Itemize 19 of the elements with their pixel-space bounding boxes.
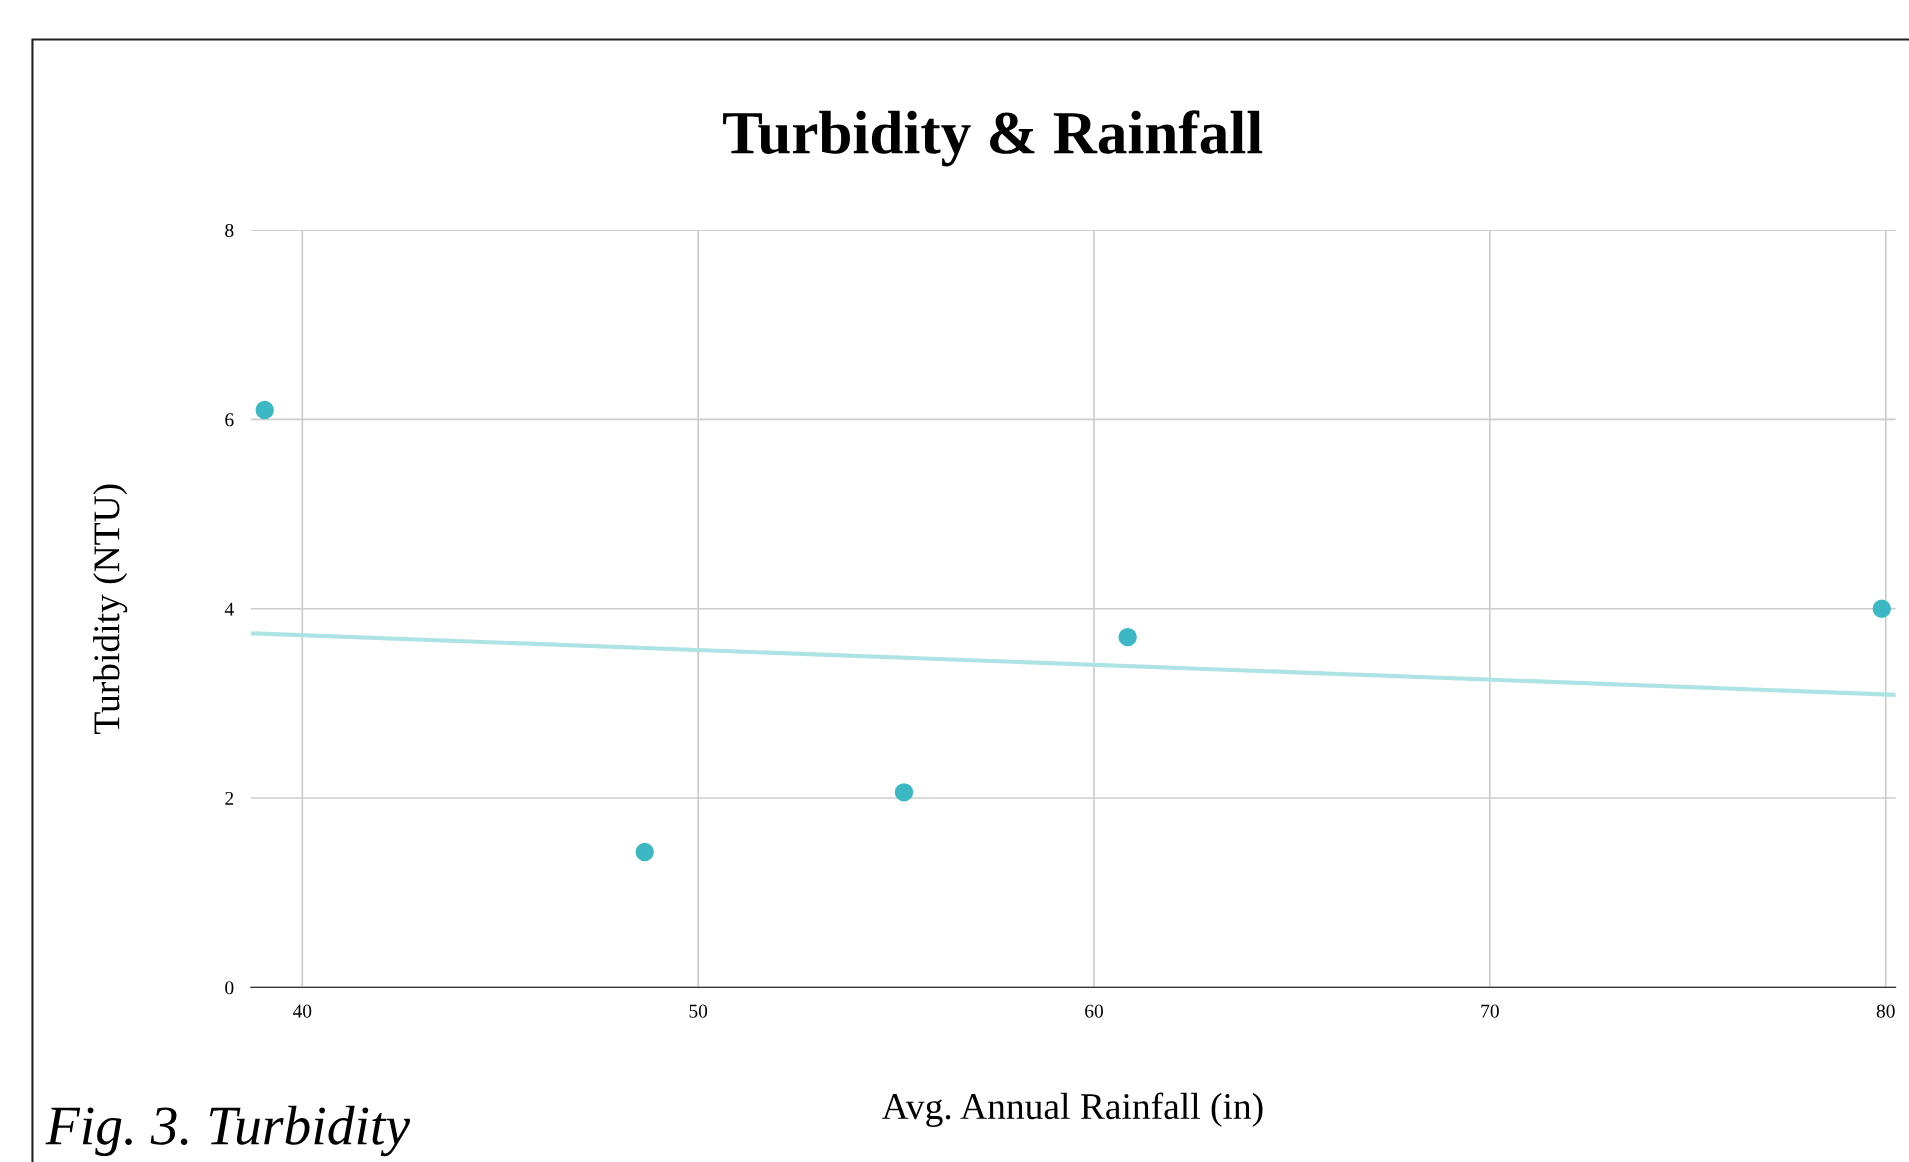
x-tick-label: 70 — [1481, 1004, 1499, 1018]
point — [1872, 599, 1891, 618]
point — [894, 783, 914, 802]
point — [1118, 627, 1137, 647]
point — [635, 842, 654, 862]
x-tick-label: 50 — [689, 1004, 708, 1018]
y-tick-label: 0 — [225, 981, 234, 995]
chart-title: Turbidity & Rainfall — [723, 110, 1263, 167]
caption: Fig. 3. Turbidity — [45, 1105, 411, 1157]
x-axis-title: Avg. Annual Rainfall (in) — [881, 1092, 1263, 1127]
y-tick-label: 4 — [224, 602, 234, 616]
point — [255, 400, 274, 420]
y-tick-label: 6 — [225, 413, 234, 427]
x-tick-label: 80 — [1876, 1004, 1895, 1018]
y-tick-label: 2 — [225, 791, 234, 805]
y-tick-label: 8 — [225, 223, 234, 238]
x-tick-label: 60 — [1085, 1004, 1103, 1018]
x-tick-label: 40 — [292, 1004, 312, 1018]
y-axis-title: Turbidity (NTU) — [93, 484, 128, 734]
